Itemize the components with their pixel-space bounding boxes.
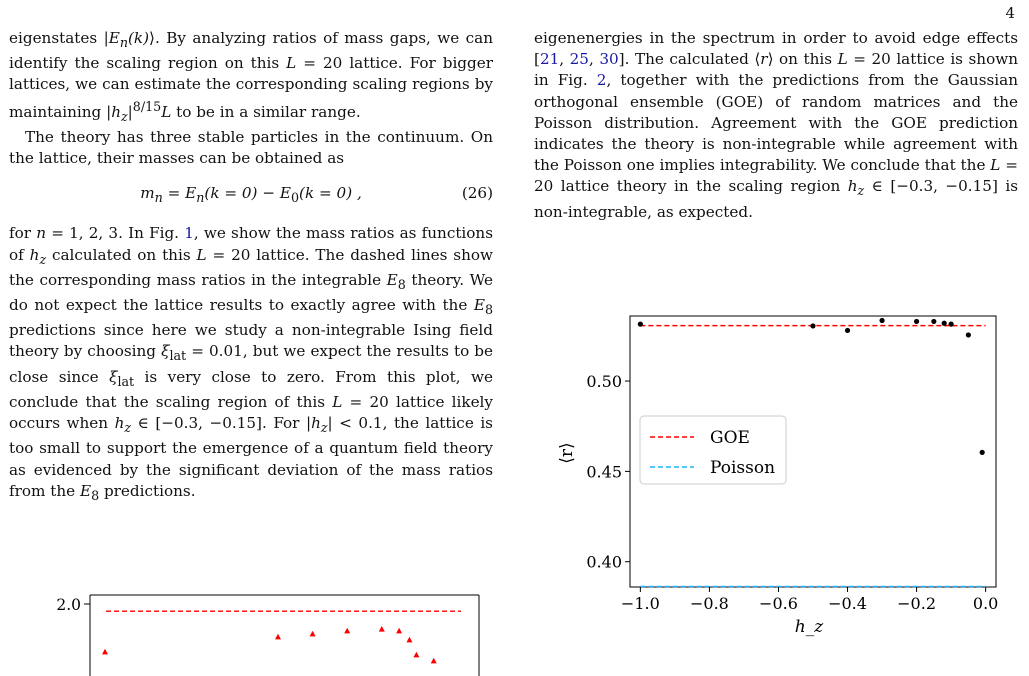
equation-26: mn = En(k = 0) − E0(k = 0) , (26) <box>9 173 493 217</box>
x-tick-label: −0.6 <box>759 594 798 613</box>
x-tick-label: −1.0 <box>621 594 660 613</box>
data-point <box>879 317 885 324</box>
data-point <box>948 321 954 327</box>
x-tick-label: −0.8 <box>690 594 729 613</box>
x-tick-label: −0.2 <box>897 594 936 613</box>
figure-1-link[interactable]: 1 <box>184 224 194 243</box>
data-point <box>810 323 816 329</box>
page-number: 4 <box>1005 4 1015 22</box>
data-point <box>941 320 947 326</box>
data-point <box>913 318 920 325</box>
citation-21[interactable]: 21 <box>539 50 560 69</box>
mass-ratio-point <box>102 648 108 655</box>
mass-ratio-point <box>430 657 437 664</box>
mass-ratio-chart: 2.0 <box>56 594 480 676</box>
data-point <box>844 327 851 334</box>
mass-ratio-point <box>344 627 351 634</box>
x-ticks: −1.0 −0.8 −0.6 −0.4 −0.2 0.0 <box>621 587 998 613</box>
x-tick-label: 0.0 <box>973 594 998 613</box>
paragraph-3: for n = 1, 2, 3. In Fig. 1, we show the … <box>9 224 494 503</box>
mass-ratio-point <box>406 636 413 643</box>
mass-ratio-point <box>275 633 281 640</box>
data-points <box>637 317 985 456</box>
mass-ratio-point <box>413 651 420 658</box>
mass-ratio-points <box>102 626 437 664</box>
data-point <box>979 449 985 456</box>
y-axis-label: ⟨r⟩ <box>557 442 577 463</box>
data-point <box>931 318 937 325</box>
mass-ratio-point <box>309 630 316 637</box>
legend-goe-label: GOE <box>710 428 750 448</box>
y-tick-label: 0.50 <box>586 372 622 391</box>
mass-ratio-point <box>396 627 403 634</box>
left-column: eigenstates |En(k)⟩. By analyzing ratios… <box>9 28 493 506</box>
data-point <box>637 321 643 327</box>
equation-number: (26) <box>461 184 493 203</box>
citation-25[interactable]: 25 <box>569 50 589 69</box>
y-ticks: 0.40 0.45 0.50 <box>586 372 630 572</box>
data-point <box>965 332 971 338</box>
legend-poisson-label: Poisson <box>710 458 775 478</box>
citation-30[interactable]: 30 <box>599 50 619 69</box>
right-column: eigenenergies in the spectrum in order t… <box>534 28 1018 223</box>
figure-2-link[interactable]: 2 <box>596 71 607 90</box>
paragraph-1: eigenstates |En(k)⟩. By analyzing ratios… <box>9 29 494 124</box>
paragraph-right-1: eigenenergies in the spectrum in order t… <box>534 29 1019 221</box>
legend: GOE Poisson <box>639 415 787 485</box>
x-axis-label: h_z <box>795 617 824 637</box>
equation-body: mn = En(k = 0) − E0(k = 0) , <box>140 184 362 206</box>
y-tick-label: 2.0 <box>56 596 81 614</box>
paragraph-2: The theory has three stable particles in… <box>9 127 493 168</box>
r-ratio-chart: −1.0 −0.8 −0.6 −0.4 −0.2 0.0 0.40 0.45 0.50 h_z… <box>557 315 998 637</box>
y-tick-label: 0.40 <box>586 553 622 572</box>
mass-ratio-point <box>378 626 385 632</box>
y-tick-label: 0.45 <box>586 462 622 481</box>
x-tick-label: −0.4 <box>828 594 867 613</box>
